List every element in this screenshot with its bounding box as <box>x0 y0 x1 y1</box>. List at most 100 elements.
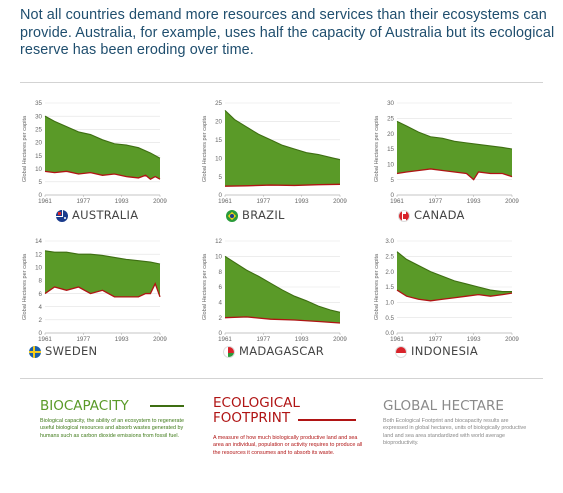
biocapacity-swatch-line <box>150 405 184 407</box>
y-tick-label: 0.5 <box>385 315 394 322</box>
y-tick-label: 25 <box>35 126 42 133</box>
brazil-biocapacity-line <box>224 109 341 161</box>
indonesia-chart: 0.0 0.5 1.0 1.5 2.0 2.5 3.0 1961 1977 1993 2009 Glo… <box>374 238 519 343</box>
y-axis-label: Global Hectares per capita <box>22 253 28 320</box>
sweden-reserve-area <box>45 250 160 297</box>
x-tick-label: 1961 <box>390 336 404 343</box>
y-tick-label: 10 <box>35 166 42 173</box>
x-tick-label: 1993 <box>115 198 129 205</box>
australia-biocapacity-line <box>44 115 161 159</box>
y-axis-label: Global Hectares per capita <box>374 253 380 320</box>
canada-footprint-line <box>396 168 513 181</box>
y-axis-label: Global Hectares per capita <box>202 253 208 320</box>
y-tick-label: 20 <box>35 140 42 147</box>
x-tick-label: 1977 <box>76 198 90 205</box>
y-tick-label: 4 <box>219 300 223 307</box>
x-tick-label: 1961 <box>218 198 232 205</box>
indonesia-footprint-line <box>396 289 513 302</box>
y-tick-label: 0 <box>391 192 395 199</box>
y-tick-label: 0 <box>39 192 43 199</box>
x-tick-label: 2009 <box>505 198 519 205</box>
bottom-divider <box>20 378 543 379</box>
y-axis-label: Global Hectares per capita <box>374 115 380 182</box>
country-label-brazil: BRAZIL <box>242 208 285 222</box>
canada-reserve-area <box>397 121 512 180</box>
x-tick-label: 1961 <box>38 336 52 343</box>
madagascar-biocapacity-line <box>224 255 341 313</box>
x-tick-label: 1993 <box>115 336 129 343</box>
y-tick-label: 1.5 <box>385 284 394 291</box>
country-label-madagascar: MADAGASCAR <box>239 344 325 358</box>
y-tick-label: 2 <box>219 315 223 322</box>
footprint-title-line1: ECOLOGICAL <box>213 395 300 411</box>
y-tick-label: 4 <box>39 304 43 311</box>
global-hectare-title: GLOBAL HECTARE <box>383 398 504 414</box>
y-tick-label: 5 <box>219 174 223 181</box>
y-axis-label: Global Hectares per capita <box>22 115 28 182</box>
x-tick-label: 1993 <box>467 336 481 343</box>
headline: Not all countries demand more resources … <box>20 7 555 58</box>
y-tick-label: 2.5 <box>385 254 394 261</box>
y-tick-label: 25 <box>215 100 222 107</box>
brazil-flag-icon <box>226 210 238 222</box>
x-tick-label: 2009 <box>505 336 519 343</box>
x-tick-label: 1993 <box>467 198 481 205</box>
y-tick-label: 14 <box>35 238 42 245</box>
sweden-footprint-line <box>44 282 161 298</box>
x-tick-label: 2009 <box>333 336 347 343</box>
y-tick-label: 0 <box>219 192 223 199</box>
sweden-biocapacity-line <box>44 250 161 265</box>
x-tick-label: 1961 <box>218 336 232 343</box>
madagascar-flag-icon <box>223 346 235 358</box>
canada-flag-icon <box>398 210 410 222</box>
top-divider <box>20 82 543 83</box>
x-tick-label: 1977 <box>428 336 442 343</box>
australia-footprint-line <box>44 170 161 181</box>
y-tick-label: 2 <box>39 317 43 324</box>
y-tick-label: 8 <box>39 278 43 285</box>
footprint-description: A measure of how much biologically produ… <box>213 435 363 456</box>
country-label-sweden: SWEDEN <box>45 344 98 358</box>
indonesia-reserve-area <box>397 251 512 301</box>
madagascar-footprint-line <box>224 316 341 324</box>
y-tick-label: 12 <box>215 238 222 245</box>
x-tick-label: 1977 <box>256 198 270 205</box>
x-tick-label: 2009 <box>333 198 347 205</box>
x-tick-label: 2009 <box>153 336 167 343</box>
x-tick-label: 1993 <box>295 336 309 343</box>
y-tick-label: 15 <box>215 137 222 144</box>
y-tick-label: 35 <box>35 100 42 107</box>
y-tick-label: 0 <box>39 330 43 337</box>
y-tick-label: 30 <box>387 100 394 107</box>
y-axis-label: Global Hectares per capita <box>202 115 208 182</box>
y-tick-label: 3.0 <box>385 238 394 245</box>
y-tick-label: 10 <box>215 254 222 261</box>
y-tick-label: 25 <box>387 116 394 123</box>
sweden-chart: 0 2 4 6 8 10 12 14 1961 1977 1993 2009 Global Hectar… <box>22 238 167 343</box>
indonesia-biocapacity-line <box>396 251 512 293</box>
madagascar-reserve-area <box>225 256 340 324</box>
country-label-indonesia: INDONESIA <box>411 344 479 358</box>
y-tick-label: 30 <box>35 113 42 120</box>
y-tick-label: 15 <box>387 146 394 153</box>
y-tick-label: 10 <box>387 162 394 169</box>
canada-biocapacity-line <box>396 120 513 150</box>
country-label-canada: CANADA <box>414 208 465 222</box>
australia-chart: 0 5 10 15 20 25 30 35 1961 1977 1993 2009 Global Hec… <box>22 100 167 205</box>
y-tick-label: 10 <box>215 155 222 162</box>
y-tick-label: 0.0 <box>385 330 394 337</box>
y-tick-label: 1.0 <box>385 300 394 307</box>
canada-chart: 0 5 10 15 20 25 30 1961 1977 1993 2009 Global Hecta… <box>374 100 519 205</box>
x-tick-label: 1993 <box>295 198 309 205</box>
madagascar-chart: 0 2 4 6 8 10 12 1961 1977 1993 2009 Global Hectares… <box>202 238 347 343</box>
y-tick-label: 8 <box>219 269 223 276</box>
biocapacity-title: BIOCAPACITY <box>40 398 129 414</box>
x-tick-label: 1977 <box>76 336 90 343</box>
x-tick-label: 1977 <box>256 336 270 343</box>
brazil-chart: 0 5 10 15 20 25 1961 1977 1993 2009 Global Hectare… <box>202 100 347 205</box>
sweden-flag-icon <box>29 346 41 358</box>
x-tick-label: 1961 <box>390 198 404 205</box>
brazil-reserve-area <box>225 110 340 187</box>
y-tick-label: 6 <box>39 291 43 298</box>
y-tick-label: 2.0 <box>385 269 394 276</box>
